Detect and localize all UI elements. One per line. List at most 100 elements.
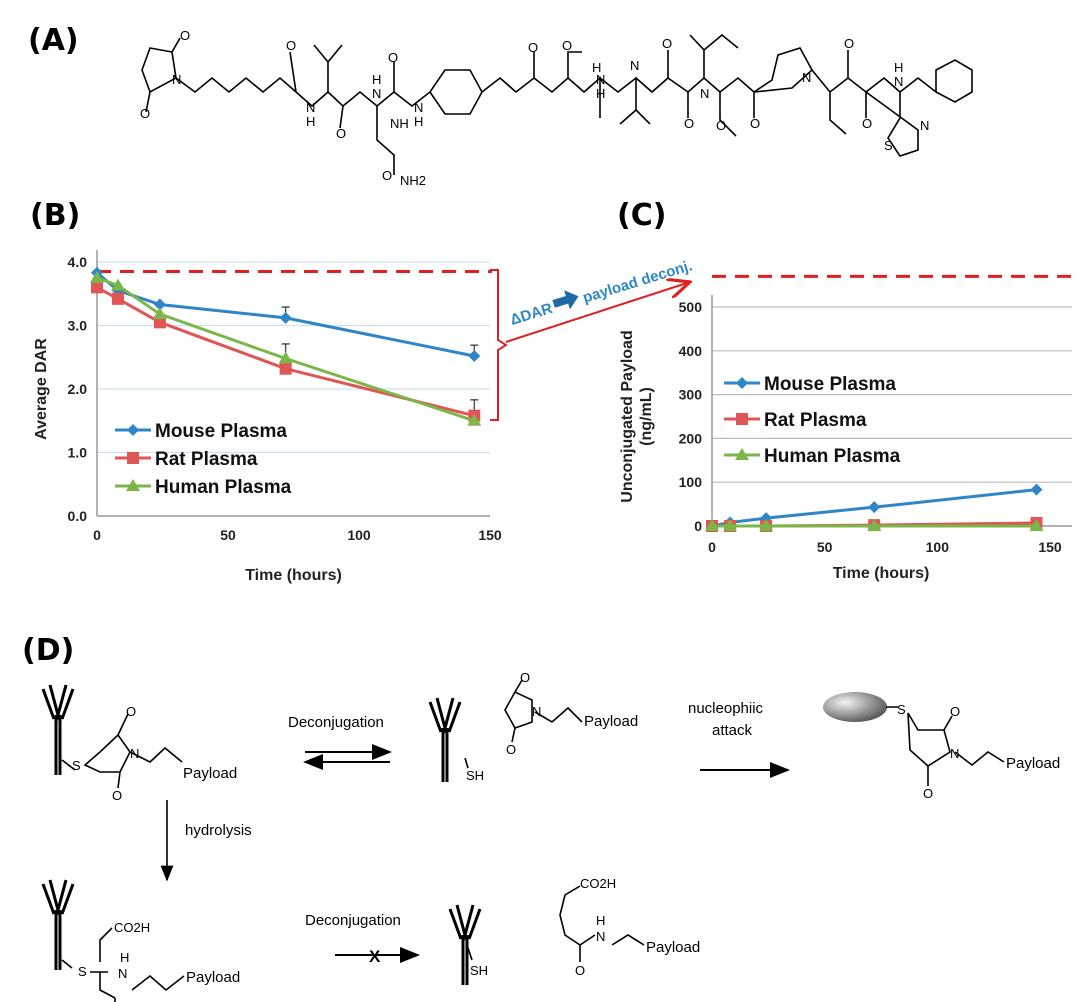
atom-label: H [372, 72, 381, 87]
atom-s: S [78, 964, 87, 979]
y-tick-label: 400 [679, 343, 703, 359]
chart-average-dar: 0.0 1.0 2.0 3.0 4.0 0 50 100 150 Time (hours) Aver… [33, 250, 502, 584]
atom-label: N [306, 100, 315, 115]
atom-n: N [532, 704, 541, 719]
atom-label: N [802, 70, 811, 85]
atom-o: O [575, 963, 585, 978]
atom-label: N [700, 86, 709, 101]
data-point [279, 311, 292, 324]
atom-label: O [528, 40, 538, 55]
atom-h: H [596, 913, 605, 928]
y-tick-label: 100 [679, 474, 703, 490]
deconjugation-label-bottom: Deconjugation [305, 912, 401, 929]
atom-sh: SH [466, 768, 484, 783]
data-point [1029, 519, 1044, 531]
atom-label: O [382, 168, 392, 183]
delta-dar-text: ΔDAR [508, 300, 555, 329]
data-point [723, 519, 738, 531]
data-point [468, 349, 481, 362]
panel-label-a: (A) [28, 23, 79, 58]
atom-label: NH [390, 116, 409, 131]
y-axis-title: Unconjugated Payload [619, 330, 636, 502]
x-tick-label: 50 [817, 539, 833, 555]
legend-marker [736, 413, 748, 425]
blocked-x-mark: X [369, 947, 381, 966]
x-tick-label: 0 [708, 539, 716, 555]
antibody-icon [428, 697, 462, 782]
atom-o: O [520, 670, 530, 685]
deconjugation-label: Deconjugation [288, 714, 384, 731]
data-point [467, 413, 482, 426]
chart-unconjugated-payload: 0 100 200 300 400 500 0 50 100 150 Time (hours) Unc… [619, 274, 1072, 582]
atom-label: O [336, 126, 346, 141]
legend-marker [735, 448, 749, 460]
atom-n: N [130, 746, 139, 761]
legend-label: Rat Plasma [155, 449, 258, 470]
payload-label: Payload [183, 765, 237, 782]
y-tick-label: 3.0 [68, 318, 88, 334]
x-tick-label: 50 [220, 527, 236, 543]
nucleophile-sphere [823, 692, 887, 722]
data-point [868, 501, 881, 514]
atom-n: N [118, 966, 127, 981]
legend-label: Mouse Plasma [155, 421, 287, 442]
atom-label: N [596, 72, 605, 87]
legend-label: Mouse Plasma [764, 374, 896, 395]
atom-label: N [372, 86, 381, 101]
atom-o: O [126, 704, 136, 719]
atom-label: S [884, 138, 893, 153]
y-tick-label: 1.0 [68, 445, 88, 461]
atom-n: N [596, 929, 605, 944]
y-axis-title: Average DAR [33, 338, 50, 440]
legend-marker [736, 377, 748, 389]
atom-label: O [844, 36, 854, 51]
atom-label: H [894, 60, 903, 75]
atom-label: O [662, 36, 672, 51]
legend-marker [127, 452, 139, 464]
atom-s: S [897, 702, 906, 717]
nucleophilic-label-1: nucleophiic [688, 700, 764, 717]
legend-marker [126, 479, 140, 491]
x-tick-label: 100 [347, 527, 371, 543]
data-point [278, 351, 293, 364]
legend-label: Human Plasma [155, 477, 292, 498]
atom-label: N [894, 74, 903, 89]
y-tick-label: 500 [679, 299, 703, 315]
x-tick-label: 150 [478, 527, 502, 543]
atom-o: O [112, 788, 122, 803]
antibody-icon [41, 879, 75, 970]
data-point [90, 270, 104, 283]
data-point [110, 278, 125, 291]
x-axis-title: Time (hours) [833, 565, 930, 582]
atom-n: N [950, 746, 959, 761]
deconjugation-scheme: Deconjugation nucleophiic attack hydroly… [41, 670, 1060, 1002]
hydrolysis-label: hydrolysis [185, 822, 252, 839]
atom-h: H [120, 950, 129, 965]
atom-label: O [286, 38, 296, 53]
legend-label: Human Plasma [764, 446, 901, 467]
payload-label: Payload [186, 969, 240, 986]
atom-sh: SH [470, 963, 488, 978]
data-point [279, 362, 292, 375]
atom-label: O [750, 116, 760, 131]
data-point [152, 307, 167, 320]
data-point [153, 298, 166, 311]
atom-s: S [72, 758, 81, 773]
y-tick-label: 4.0 [68, 254, 88, 270]
legend-marker [127, 424, 139, 436]
panel-label-b: (B) [30, 198, 80, 233]
y-tick-label: 2.0 [68, 381, 88, 397]
atom-o: O [923, 786, 933, 801]
data-point [1030, 483, 1043, 496]
atom-label: O [562, 38, 572, 53]
y-tick-label: 300 [679, 387, 703, 403]
data-point [91, 281, 103, 294]
delta-bracket [490, 269, 508, 421]
atom-co2h: CO2H [580, 876, 616, 891]
y-tick-label: 200 [679, 430, 703, 446]
data-point [759, 519, 774, 531]
delta-dar-annotation: ΔDAR payload deconj. [490, 257, 694, 421]
deconj-arrow [505, 282, 690, 343]
